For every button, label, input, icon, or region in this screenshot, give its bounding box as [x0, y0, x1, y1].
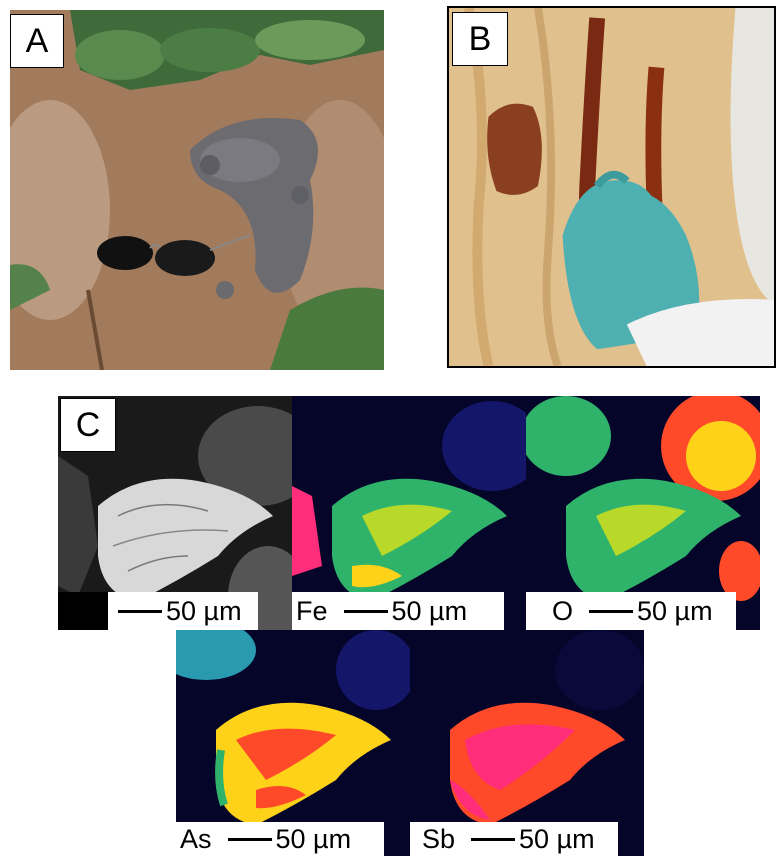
scale-text: 50 µm — [391, 595, 468, 626]
sunglasses-icon — [97, 234, 251, 276]
panel-a-photo — [10, 10, 384, 370]
scalebar-1: 50 µm — [108, 592, 258, 630]
scalebar-as: As 50 µm — [176, 822, 384, 856]
o-map — [526, 396, 760, 630]
panel-a-label: A — [10, 14, 64, 68]
scalebar-sb: Sb 50 µm — [410, 822, 618, 856]
scale-line — [343, 609, 388, 613]
element-label: Fe — [296, 595, 328, 626]
glove-icon — [562, 170, 700, 350]
sb-map — [410, 630, 644, 856]
scale-text: 50 µm — [166, 595, 242, 626]
scale-text: 50 µm — [519, 823, 595, 854]
rock-photo — [449, 8, 774, 366]
scale-line — [227, 837, 272, 841]
element-label: O — [552, 595, 574, 626]
scale-text: 50 µm — [275, 823, 352, 854]
fe-map — [292, 396, 526, 630]
panel-c-label: C — [60, 398, 116, 452]
element-label: Sb — [422, 823, 456, 854]
as-map — [176, 630, 410, 856]
panel-b-label: B — [452, 12, 508, 66]
scale-line — [118, 609, 162, 613]
scale-strip-1 — [58, 592, 108, 630]
field-photo — [10, 10, 384, 370]
scalebar-o: O 50 µm — [526, 592, 736, 630]
scale-line — [589, 609, 634, 613]
element-label: As — [180, 823, 212, 854]
panel-b-photo — [447, 6, 776, 368]
scale-text: 50 µm — [637, 595, 713, 626]
scalebar-fe: Fe 50 µm — [292, 592, 504, 630]
scale-line — [471, 837, 516, 841]
